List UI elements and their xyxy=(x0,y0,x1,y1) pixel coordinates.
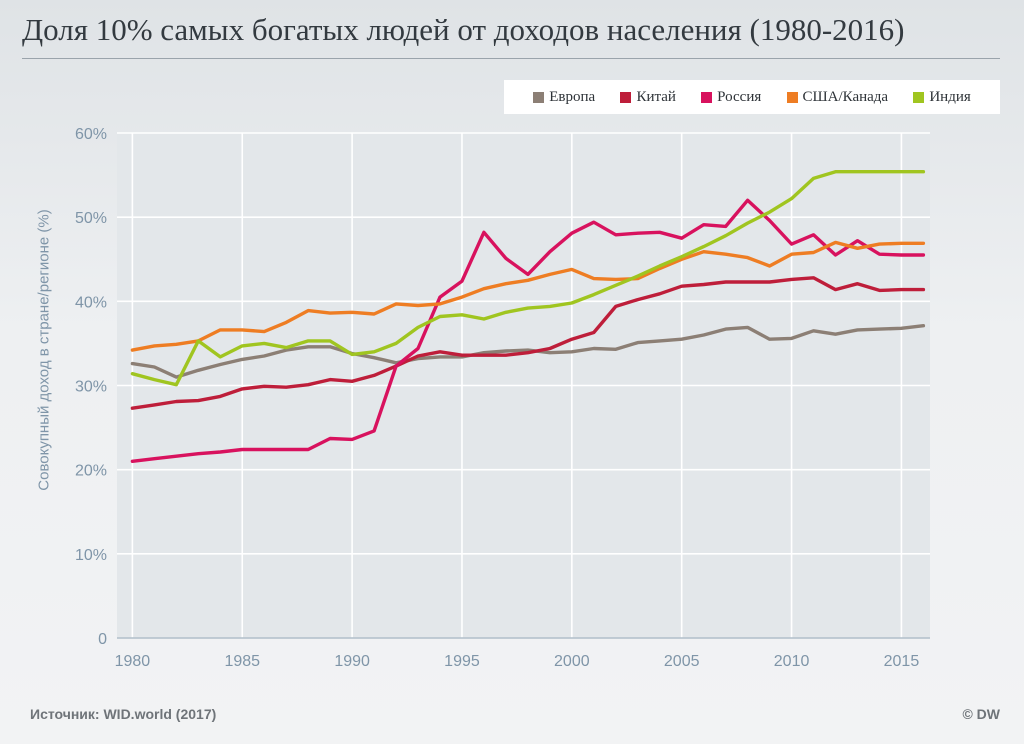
x-tick-label: 2005 xyxy=(664,653,700,670)
legend-label: Китай xyxy=(636,88,676,105)
series-line xyxy=(130,240,926,352)
y-axis-title: Совокупный доход в стране/регионе (%) xyxy=(35,209,53,491)
series-line xyxy=(130,324,926,379)
x-tick-label: 1985 xyxy=(224,653,260,670)
y-tick-label: 50% xyxy=(75,210,107,227)
source-note: Источник: WID.world (2017) xyxy=(30,706,217,722)
y-tick-label: 40% xyxy=(75,294,107,311)
x-tick-label: 1995 xyxy=(444,653,480,670)
y-tick-label: 20% xyxy=(75,463,107,480)
credit-note: © DW xyxy=(962,706,1000,722)
x-tick-label: 2015 xyxy=(884,653,920,670)
x-tick-label: 1980 xyxy=(115,653,151,670)
x-tick-label: 2000 xyxy=(554,653,590,670)
series-line xyxy=(130,198,926,463)
chart-legend: Европа Китай Россия США/Канада Индия xyxy=(504,80,1000,114)
y-tick-label: 0 xyxy=(98,631,107,648)
legend-swatch xyxy=(533,91,545,103)
y-tick-label: 10% xyxy=(75,547,107,564)
x-tick-label: 1990 xyxy=(334,653,370,670)
legend-item: Россия xyxy=(701,89,761,106)
legend-item: Европа xyxy=(533,89,595,106)
legend-swatch xyxy=(620,91,632,103)
legend-item: Китай xyxy=(620,88,676,106)
y-tick-label: 30% xyxy=(75,379,107,396)
series-line xyxy=(130,169,926,387)
series-line xyxy=(130,276,926,410)
y-tick-label: 60% xyxy=(75,126,107,143)
x-tick-label: 2010 xyxy=(774,653,810,670)
legend-swatch xyxy=(913,91,925,103)
legend-swatch xyxy=(701,91,713,103)
legend-label: Россия xyxy=(717,88,762,105)
legend-label: США/Канада xyxy=(802,88,889,105)
legend-item: Индия xyxy=(913,88,971,106)
title-divider xyxy=(22,58,1000,59)
legend-item: США/Канада xyxy=(786,88,889,106)
legend-swatch xyxy=(786,91,798,103)
legend-label: Европа xyxy=(549,88,596,105)
legend-label: Индия xyxy=(929,88,971,105)
chart-title: Доля 10% самых богатых людей от доходов … xyxy=(22,12,905,47)
